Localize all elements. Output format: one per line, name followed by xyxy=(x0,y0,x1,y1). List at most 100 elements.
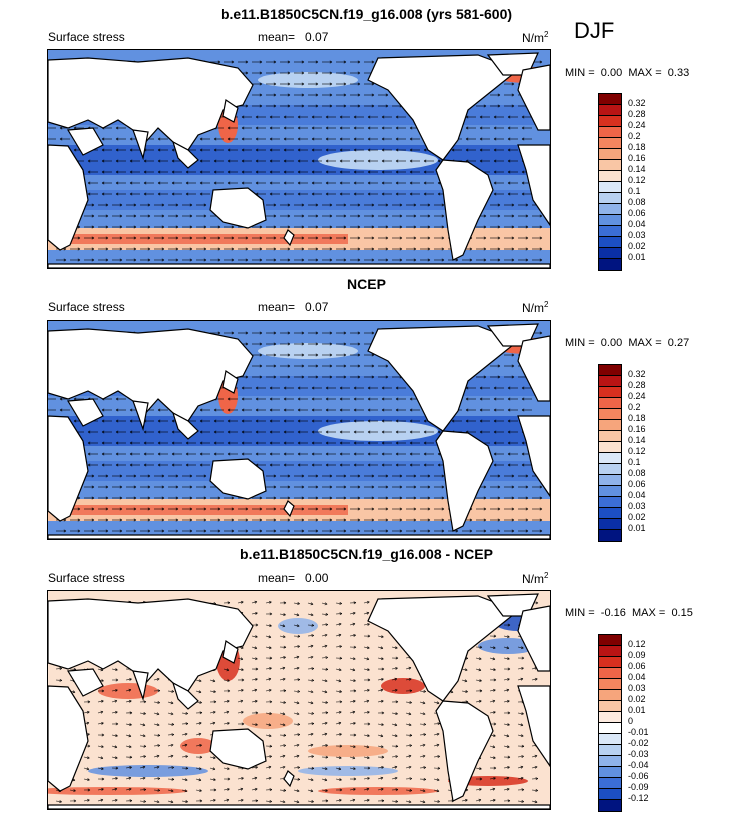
colorbar-level-label: 0.01 xyxy=(628,705,646,715)
colorbar-swatch xyxy=(599,519,621,530)
colorbar-level-label: 0.14 xyxy=(628,435,646,445)
colorbar-level-label: 0.01 xyxy=(628,523,646,533)
colorbar-swatch xyxy=(599,657,621,668)
colorbar-level-label: 0.02 xyxy=(628,241,646,251)
colorbar-level-label: -0.02 xyxy=(628,738,649,748)
colorbar-swatch xyxy=(599,193,621,204)
colorbar-swatch xyxy=(599,756,621,767)
colorbar-level-label: 0.04 xyxy=(628,219,646,229)
max-value: 0.33 xyxy=(667,67,690,79)
panel-3-mean: mean= 0.00 xyxy=(258,571,328,585)
mean-value: 0.07 xyxy=(305,30,329,44)
panel-3-map xyxy=(47,590,551,810)
colorbar-level-label: 0.06 xyxy=(628,661,646,671)
colorbar-level-label: 0.14 xyxy=(628,164,646,174)
colorbar-swatch xyxy=(599,376,621,387)
colorbar-swatch xyxy=(599,398,621,409)
panel-1-colorbar xyxy=(598,93,622,271)
colorbar-level-label: 0.18 xyxy=(628,142,646,152)
mean-value: 0.00 xyxy=(305,571,329,585)
panel-3-colorbar xyxy=(598,634,622,812)
colorbar-level-label: 0.03 xyxy=(628,501,646,511)
colorbar-swatch xyxy=(599,453,621,464)
panel-3-variable: Surface stress xyxy=(48,571,125,585)
colorbar-swatch xyxy=(599,387,621,398)
colorbar-level-label: 0.32 xyxy=(628,98,646,108)
panel-2-mean: mean= 0.07 xyxy=(258,300,328,314)
colorbar-swatch xyxy=(599,116,621,127)
panel-3-minmax: MIN = -0.16 MAX = 0.15 xyxy=(565,607,693,619)
colorbar-level-label: 0.24 xyxy=(628,391,646,401)
panel-3-unit: N/m2 xyxy=(522,571,548,586)
colorbar-swatch xyxy=(599,778,621,789)
panel-1-map xyxy=(47,49,551,269)
colorbar-swatch xyxy=(599,712,621,723)
panel-1-minmax: MIN = 0.00 MAX = 0.33 xyxy=(565,67,689,79)
mean-label: mean= xyxy=(258,571,296,585)
panel-1-mean: mean= 0.07 xyxy=(258,30,328,44)
colorbar-swatch xyxy=(599,226,621,237)
colorbar-swatch xyxy=(599,94,621,105)
unit-label: N/m xyxy=(522,31,544,45)
season-label: DJF xyxy=(574,18,615,43)
colorbar-level-label: 0.16 xyxy=(628,153,646,163)
colorbar-level-label: 0.08 xyxy=(628,468,646,478)
panel-2-map xyxy=(47,320,551,540)
colorbar-swatch xyxy=(599,635,621,646)
max-value: 0.15 xyxy=(671,607,693,619)
min-label: MIN = xyxy=(565,337,595,349)
panel-2-title: NCEP xyxy=(347,276,386,292)
colorbar-level-label: -0.09 xyxy=(628,782,649,792)
unit-label: N/m xyxy=(522,301,544,315)
panel-2-variable: Surface stress xyxy=(48,300,125,314)
max-value: 0.27 xyxy=(667,337,690,349)
panel-1-variable: Surface stress xyxy=(48,30,125,44)
colorbar-swatch xyxy=(599,431,621,442)
colorbar-level-label: 0.09 xyxy=(628,650,646,660)
colorbar-level-label: 0 xyxy=(628,716,634,726)
panel-2-unit: N/m2 xyxy=(522,300,548,315)
colorbar-level-label: 0.03 xyxy=(628,683,646,693)
max-label: MAX = xyxy=(631,607,666,619)
surface-stress-map xyxy=(48,50,550,268)
panel-2-minmax: MIN = 0.00 MAX = 0.27 xyxy=(565,337,689,349)
colorbar-swatch xyxy=(599,734,621,745)
colorbar-swatch xyxy=(599,668,621,679)
colorbar-swatch xyxy=(599,464,621,475)
surface-stress-difference-map xyxy=(48,591,550,809)
mean-label: mean= xyxy=(258,300,296,314)
colorbar-level-label: 0.1 xyxy=(628,457,641,467)
panel-1-unit: N/m2 xyxy=(522,30,548,45)
colorbar-level-label: 0.04 xyxy=(628,490,646,500)
colorbar-level-label: -0.01 xyxy=(628,727,649,737)
colorbar-level-label: 0.24 xyxy=(628,120,646,130)
colorbar-level-label: -0.04 xyxy=(628,760,649,770)
colorbar-swatch xyxy=(599,646,621,657)
colorbar-swatch xyxy=(599,420,621,431)
colorbar-swatch xyxy=(599,530,621,541)
colorbar-level-label: 0.12 xyxy=(628,639,646,649)
panel-2-colorbar xyxy=(598,364,622,542)
colorbar-level-label: 0.2 xyxy=(628,131,641,141)
colorbar-swatch xyxy=(599,679,621,690)
colorbar-level-label: 0.02 xyxy=(628,694,646,704)
colorbar-level-label: 0.01 xyxy=(628,252,646,262)
colorbar-swatch xyxy=(599,127,621,138)
colorbar-level-label: 0.12 xyxy=(628,175,646,185)
colorbar-swatch xyxy=(599,767,621,778)
min-value: 0.00 xyxy=(600,67,623,79)
colorbar-swatch xyxy=(599,690,621,701)
colorbar-swatch xyxy=(599,138,621,149)
colorbar-swatch xyxy=(599,701,621,712)
colorbar-swatch xyxy=(599,497,621,508)
colorbar-level-label: 0.06 xyxy=(628,208,646,218)
surface-stress-map xyxy=(48,321,550,539)
colorbar-level-label: -0.03 xyxy=(628,749,649,759)
max-label: MAX = xyxy=(628,67,662,79)
colorbar-level-label: 0.04 xyxy=(628,672,646,682)
colorbar-swatch xyxy=(599,259,621,270)
colorbar-level-label: -0.06 xyxy=(628,771,649,781)
colorbar-level-label: 0.08 xyxy=(628,197,646,207)
colorbar-swatch xyxy=(599,105,621,116)
colorbar-swatch xyxy=(599,789,621,800)
